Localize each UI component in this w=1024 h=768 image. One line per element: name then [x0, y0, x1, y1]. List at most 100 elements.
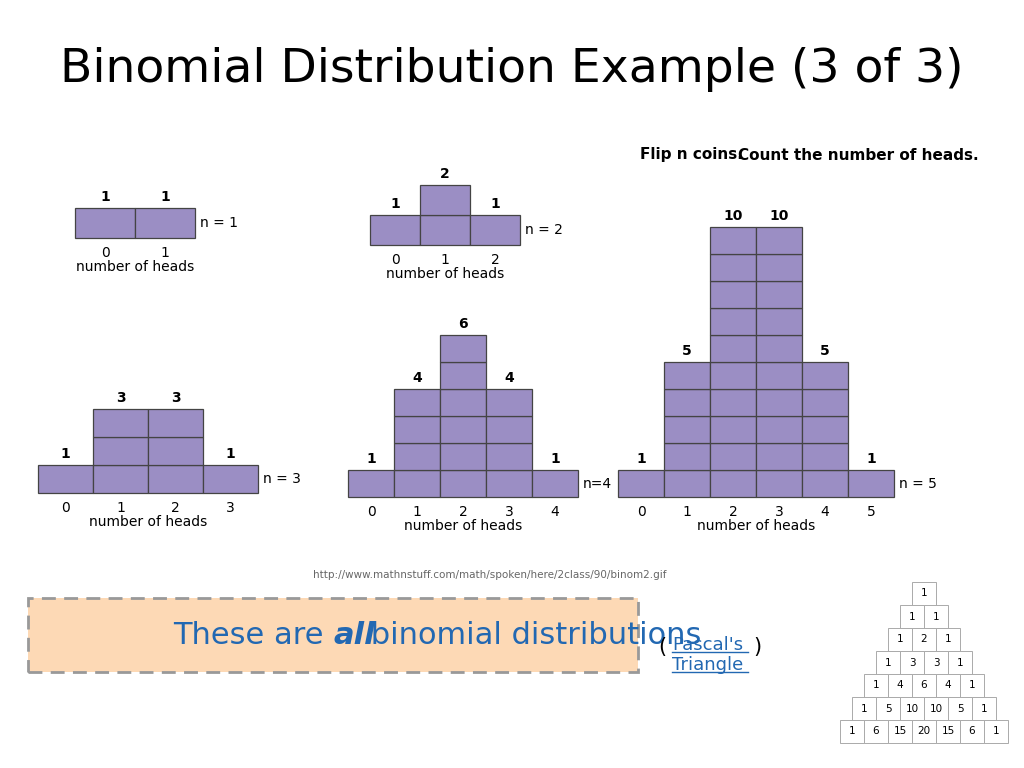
Bar — [710, 335, 756, 362]
Bar — [710, 254, 756, 281]
Text: 1: 1 — [933, 611, 939, 621]
Bar — [888, 628, 912, 651]
Text: 1: 1 — [683, 505, 691, 519]
Text: 5: 5 — [956, 703, 964, 713]
Bar — [148, 409, 203, 437]
Bar — [888, 720, 912, 743]
Text: 10: 10 — [930, 703, 942, 713]
Text: number of heads: number of heads — [386, 267, 504, 281]
Bar — [135, 208, 195, 238]
Bar — [148, 465, 203, 493]
Bar — [948, 697, 972, 720]
Bar — [936, 674, 961, 697]
Bar — [802, 470, 848, 497]
Text: 6: 6 — [458, 317, 468, 331]
Text: 2: 2 — [490, 253, 500, 267]
Text: 1: 1 — [866, 452, 876, 466]
Bar — [93, 409, 148, 437]
Text: 20: 20 — [918, 727, 931, 737]
Bar — [440, 362, 486, 389]
Bar — [756, 470, 802, 497]
Bar — [370, 215, 420, 245]
Text: 1: 1 — [956, 657, 964, 667]
Text: number of heads: number of heads — [697, 519, 815, 533]
Text: 2: 2 — [440, 167, 450, 181]
Text: 3: 3 — [171, 391, 180, 405]
Text: 1: 1 — [921, 588, 928, 598]
Text: 0: 0 — [637, 505, 645, 519]
Text: 10: 10 — [769, 209, 788, 223]
Text: Count the number of heads.: Count the number of heads. — [738, 147, 979, 163]
Bar — [961, 674, 984, 697]
Bar — [900, 697, 924, 720]
Text: 1: 1 — [413, 505, 422, 519]
Text: 3: 3 — [774, 505, 783, 519]
Bar — [394, 470, 440, 497]
Bar — [948, 651, 972, 674]
Text: n = 3: n = 3 — [263, 472, 301, 486]
Bar — [802, 416, 848, 443]
Bar — [756, 389, 802, 416]
Bar — [93, 437, 148, 465]
Text: 10: 10 — [723, 209, 742, 223]
Bar — [864, 720, 888, 743]
Bar — [420, 185, 470, 215]
Bar — [486, 389, 532, 416]
Bar — [710, 470, 756, 497]
Bar — [900, 651, 924, 674]
Text: http://www.mathnstuff.com/math/spoken/here/2class/90/binom2.gif: http://www.mathnstuff.com/math/spoken/he… — [313, 570, 667, 580]
Text: 1: 1 — [992, 727, 999, 737]
Text: number of heads: number of heads — [76, 260, 195, 274]
Text: 3: 3 — [908, 657, 915, 667]
Bar — [664, 470, 710, 497]
Text: n = 5: n = 5 — [899, 476, 937, 491]
Text: 1: 1 — [490, 197, 500, 211]
Bar — [924, 605, 948, 628]
Text: 1: 1 — [367, 452, 376, 466]
Bar — [888, 674, 912, 697]
Bar — [912, 628, 936, 651]
Text: number of heads: number of heads — [403, 519, 522, 533]
Bar — [756, 227, 802, 254]
Text: These are: These are — [173, 621, 333, 650]
Text: 1: 1 — [161, 246, 169, 260]
Text: 1: 1 — [160, 190, 170, 204]
Text: 4: 4 — [504, 371, 514, 385]
Bar — [75, 208, 135, 238]
Text: 1: 1 — [440, 253, 450, 267]
Bar — [756, 308, 802, 335]
Bar — [664, 443, 710, 470]
Bar — [936, 720, 961, 743]
Bar — [710, 362, 756, 389]
Text: 1: 1 — [849, 727, 855, 737]
Bar — [532, 470, 578, 497]
Bar — [203, 465, 258, 493]
Bar — [924, 651, 948, 674]
Text: 1: 1 — [945, 634, 951, 644]
Bar — [848, 470, 894, 497]
Text: 4: 4 — [412, 371, 422, 385]
Bar — [28, 598, 638, 672]
Text: 4: 4 — [897, 680, 903, 690]
Text: 1: 1 — [225, 447, 236, 461]
Bar — [756, 416, 802, 443]
Bar — [756, 281, 802, 308]
Text: 0: 0 — [367, 505, 376, 519]
Bar — [984, 720, 1008, 743]
Bar — [486, 443, 532, 470]
Bar — [756, 254, 802, 281]
Bar — [710, 308, 756, 335]
Text: n = 2: n = 2 — [525, 223, 563, 237]
Text: 5: 5 — [820, 344, 829, 358]
Text: Triangle: Triangle — [672, 656, 743, 674]
Bar — [802, 389, 848, 416]
Bar — [618, 470, 664, 497]
Bar — [440, 416, 486, 443]
Text: n = 1: n = 1 — [200, 216, 238, 230]
Text: 1: 1 — [885, 657, 891, 667]
Bar — [756, 362, 802, 389]
Text: 5: 5 — [885, 703, 891, 713]
Text: binomial distributions: binomial distributions — [361, 621, 701, 650]
Text: 1: 1 — [969, 680, 975, 690]
Bar — [420, 215, 470, 245]
